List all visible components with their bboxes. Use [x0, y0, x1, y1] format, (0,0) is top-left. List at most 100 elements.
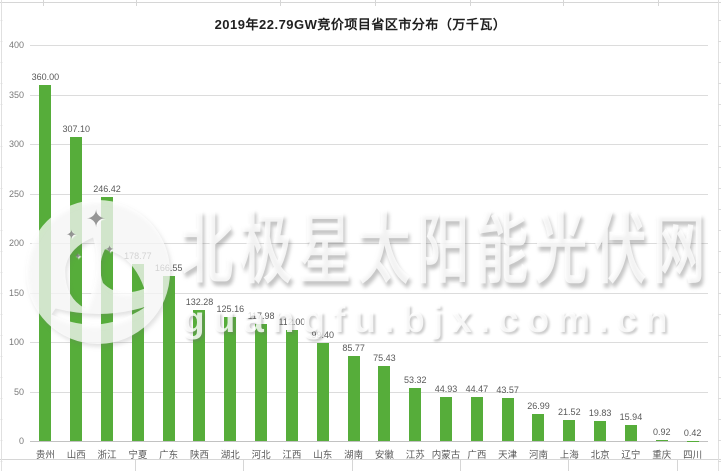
bar-slot: 132.28 陕西	[184, 45, 215, 461]
bar-slot: 44.47 广西	[461, 45, 492, 461]
y-axis-tick-label: 350	[8, 89, 24, 100]
bar-slot: 26.99 河南	[523, 45, 554, 461]
sheet-column-tick	[677, 460, 678, 471]
sheet-column-tick	[375, 0, 376, 6]
y-axis-tick-label: 50	[13, 386, 24, 397]
bar-slot: 166.55 广东	[153, 45, 184, 461]
sheet-row-ticks-left	[0, 0, 3, 471]
bar-slot: 360.00 贵州	[30, 45, 61, 461]
y-axis-tick-label: 250	[8, 188, 24, 199]
bar	[594, 421, 607, 441]
bar-value-label: 99.40	[311, 329, 335, 340]
y-axis-tick-label: 200	[8, 238, 24, 248]
sheet-column-tick	[243, 460, 244, 471]
bar-value-label: 307.10	[62, 123, 90, 134]
bar-slot: 53.32 江苏	[400, 45, 431, 461]
gridline-y-0	[30, 441, 708, 442]
x-category-label: 上海	[559, 450, 579, 461]
y-axis-tick-label: 100	[8, 337, 24, 347]
y-axis-tick-label: 0	[18, 436, 24, 446]
sheet-column-tick	[658, 0, 659, 6]
x-category-label: 陕西	[189, 450, 209, 461]
sheet-column-tick	[563, 0, 564, 6]
x-category-label: 安徽	[374, 450, 394, 461]
bar-value-label: 26.99	[527, 401, 550, 412]
gridline-y-400	[30, 45, 708, 46]
bar	[409, 388, 422, 441]
bar-value-label: 15.94	[619, 412, 643, 423]
x-category-label: 广东	[159, 450, 179, 461]
bar	[285, 330, 298, 441]
bar-value-label: 0.42	[683, 427, 702, 438]
bar-value-label: 360.00	[31, 71, 60, 82]
bar-value-label: 112.00	[278, 317, 306, 328]
sheet-gridline-bottom	[0, 459, 721, 460]
bar-value-label: 43.57	[496, 384, 519, 395]
x-category-label: 重庆	[652, 450, 672, 461]
gridline-y-100	[30, 342, 708, 343]
bar-value-label: 19.83	[588, 408, 612, 419]
bar-value-label: 178.77	[124, 251, 152, 262]
bar	[655, 440, 668, 441]
x-category-label: 河南	[528, 450, 548, 461]
x-category-label: 内蒙古	[431, 450, 461, 461]
x-category-label: 宁夏	[128, 450, 148, 461]
x-category-label: 湖南	[344, 450, 364, 461]
bar-slot: 117.98 河北	[246, 45, 277, 461]
bar-value-label: 21.52	[558, 406, 581, 417]
gridline-y-50	[30, 391, 708, 393]
bar-slot: 112.00 江西	[277, 45, 308, 461]
bar-value-label: 85.77	[342, 343, 365, 354]
x-category-label: 广西	[467, 450, 487, 461]
bar-value-label: 117.98	[247, 311, 275, 322]
bar	[101, 197, 114, 441]
y-axis: 400 350 300 250 200 150 100 50 0	[0, 40, 26, 446]
x-category-label: 四川	[683, 450, 703, 461]
gridline-y-150	[30, 292, 708, 294]
bar	[131, 264, 144, 441]
bar	[347, 356, 360, 441]
bar-value-label: 132.28	[185, 297, 214, 308]
x-category-label: 江西	[282, 450, 302, 461]
bar-slot: 21.52 上海	[554, 45, 585, 461]
bar-slot: 0.42 四川	[677, 45, 708, 461]
bar-slot: 125.16 湖北	[215, 45, 246, 461]
bar-slot: 99.40 山东	[307, 45, 338, 461]
bar	[255, 324, 268, 441]
bar	[224, 317, 237, 441]
sheet-column-tick	[136, 0, 137, 6]
x-category-label: 北京	[590, 450, 610, 461]
sheet-gridline-top	[0, 2, 721, 3]
bar	[378, 366, 391, 441]
bar-slot: 246.42 浙江	[92, 45, 123, 461]
y-axis-tick-label: 150	[8, 287, 24, 298]
bar	[470, 396, 483, 441]
bar-value-label: 125.16	[216, 304, 245, 315]
x-category-label: 湖北	[220, 450, 240, 461]
sheet-column-tick	[135, 460, 136, 471]
sheet-column-tick	[43, 0, 44, 6]
y-axis-tick-label: 400	[8, 40, 24, 50]
x-category-label: 辽宁	[621, 450, 641, 461]
bar	[563, 419, 576, 441]
sheet-row-ticks-right	[718, 0, 721, 471]
bar-slot: 43.57 天津	[492, 45, 523, 461]
bar-slot: 44.93 内蒙古	[431, 45, 462, 461]
bar	[162, 276, 175, 441]
bar	[70, 136, 83, 441]
x-category-label: 河北	[251, 450, 271, 461]
bar	[39, 84, 52, 441]
bar-slot: 178.77 宁夏	[122, 45, 153, 461]
bar-value-label: 75.43	[373, 353, 396, 364]
gridline-y-250	[30, 193, 708, 195]
bar-value-label: 166.55	[154, 263, 183, 274]
bar-value-label: 44.93	[434, 383, 458, 394]
bar	[532, 414, 545, 441]
gridline-y-200	[30, 243, 708, 244]
bar-slot: 15.94 辽宁	[616, 45, 647, 461]
sheet-column-tick	[460, 460, 461, 471]
plot-area: 360.00 贵州 307.10 山西 246.42 浙江 178.77 宁夏 166.55 广东…	[30, 45, 708, 461]
bar-slot: 19.83 北京	[585, 45, 616, 461]
bar-slot: 307.10 山西	[61, 45, 92, 461]
bar	[624, 425, 637, 441]
